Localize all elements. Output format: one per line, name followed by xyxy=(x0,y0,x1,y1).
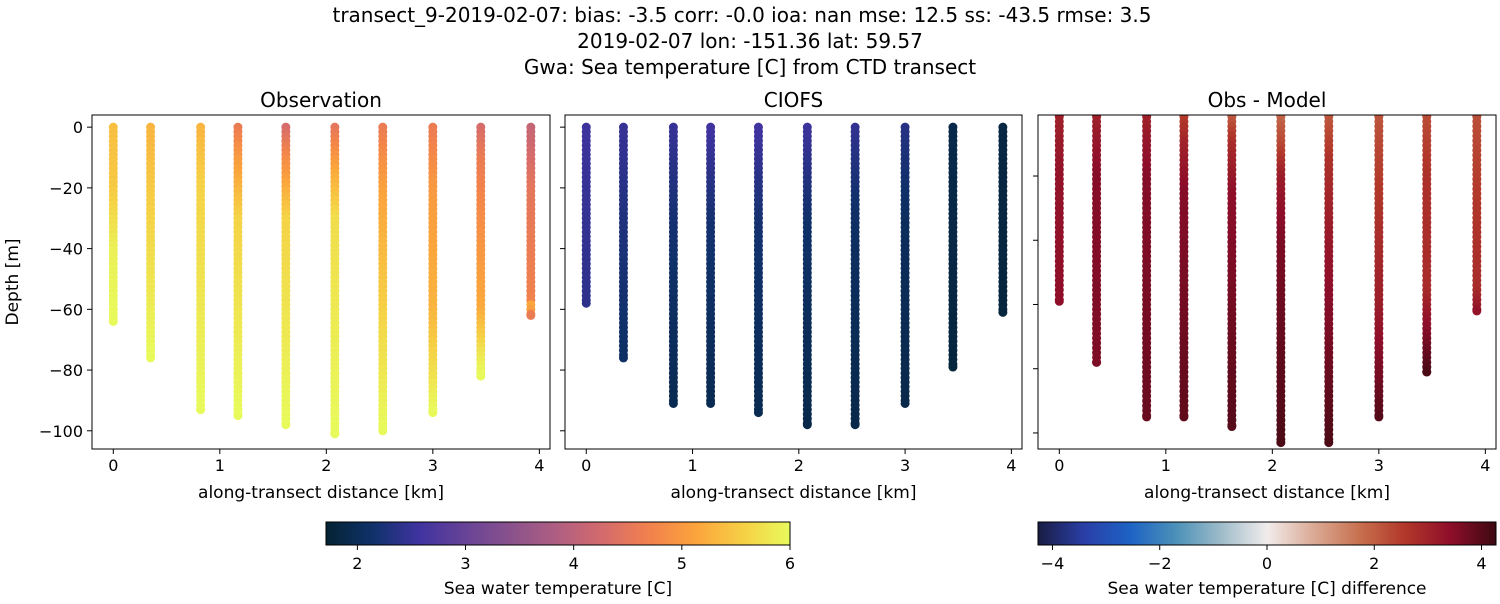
data-point xyxy=(1374,412,1384,422)
data-point xyxy=(1092,357,1102,367)
y-tick-label: −60 xyxy=(49,300,83,319)
y-tick-label: −100 xyxy=(39,422,83,441)
panel-title: Observation xyxy=(260,88,382,112)
data-point xyxy=(581,298,591,308)
data-point xyxy=(850,420,860,430)
y-tick-label: −20 xyxy=(49,179,83,198)
x-tick-label: 4 xyxy=(1480,456,1490,475)
data-point xyxy=(146,353,156,363)
panel-1: CIOFS 0 1 2 3 4 along-transect distance [km] xyxy=(560,88,1023,503)
x-tick-label: 2 xyxy=(321,456,331,475)
colorbar-gradient xyxy=(1037,521,1497,546)
data-point xyxy=(330,429,340,439)
panel-2: Obs - Model 0 1 2 3 4 along-transect distance … xyxy=(1033,88,1497,503)
colorbar-0: 2 3 4 5 6 Sea water temperature [C] xyxy=(325,521,795,599)
data-point xyxy=(802,420,812,430)
colorbar-tick-label: 2 xyxy=(352,554,362,573)
data-point xyxy=(476,371,486,381)
data-point xyxy=(1472,306,1482,316)
data-point xyxy=(1142,412,1152,422)
x-axis-label: along-transect distance [km] xyxy=(671,483,917,503)
data-point xyxy=(948,362,958,372)
y-axis-label: Depth [m] xyxy=(3,238,23,325)
panel-title: CIOFS xyxy=(764,88,823,112)
colorbar-tick-label: 4 xyxy=(569,554,579,573)
x-tick-label: 1 xyxy=(687,456,697,475)
x-tick-label: 3 xyxy=(1374,456,1384,475)
x-tick-label: 0 xyxy=(581,456,591,475)
data-point xyxy=(706,398,716,408)
axes-frame xyxy=(564,114,1023,450)
colorbar-1: −4 −2 0 2 4 Sea water temperature [C] differe… xyxy=(1037,521,1497,599)
data-point xyxy=(1227,422,1237,432)
x-tick-label: 0 xyxy=(1054,456,1064,475)
data-point xyxy=(378,426,388,436)
data-point xyxy=(900,398,910,408)
data-point xyxy=(998,307,1008,317)
x-tick-label: 0 xyxy=(108,456,118,475)
points-layer xyxy=(108,122,536,439)
colorbar-tick-label: 6 xyxy=(785,554,795,573)
x-tick-label: 1 xyxy=(215,456,225,475)
x-tick-label: 2 xyxy=(794,456,804,475)
data-point xyxy=(1422,367,1432,377)
data-point xyxy=(1276,438,1286,448)
y-tick-label: 0 xyxy=(73,118,83,137)
data-point xyxy=(526,310,536,320)
data-point xyxy=(1054,296,1064,306)
x-tick-label: 2 xyxy=(1267,456,1277,475)
y-tick-label: −80 xyxy=(49,361,83,380)
axes-frame xyxy=(1037,114,1497,450)
figure-title-line-2: 2019-02-07 lon: -151.36 lat: 59.57 xyxy=(577,29,923,53)
x-tick-label: 3 xyxy=(900,456,910,475)
colorbar-tick-label: −2 xyxy=(1148,554,1172,573)
x-axis-label: along-transect distance [km] xyxy=(198,483,444,503)
colorbar-tick-label: 4 xyxy=(1476,554,1486,573)
data-point xyxy=(233,411,243,421)
x-tick-label: 4 xyxy=(1006,456,1016,475)
y-tick-label: −40 xyxy=(49,240,83,259)
figure-title-line-3: Gwa: Sea temperature [C] from CTD transe… xyxy=(524,55,976,79)
data-point xyxy=(618,353,628,363)
data-point xyxy=(1179,412,1189,422)
x-tick-label: 4 xyxy=(534,456,544,475)
data-point xyxy=(108,316,118,326)
x-tick-label: 3 xyxy=(428,456,438,475)
colorbar-label: Sea water temperature [C] difference xyxy=(1107,579,1426,599)
data-point xyxy=(196,405,206,415)
colorbar-label: Sea water temperature [C] xyxy=(444,579,672,599)
colorbar-tick-label: 5 xyxy=(677,554,687,573)
colorbar-gradient xyxy=(325,521,791,546)
data-point xyxy=(668,398,678,408)
data-point xyxy=(1324,438,1334,448)
data-point xyxy=(753,408,763,418)
points-layer xyxy=(581,122,1008,430)
x-tick-label: 1 xyxy=(1161,456,1171,475)
data-point xyxy=(428,408,438,418)
colorbar-tick-label: −4 xyxy=(1041,554,1065,573)
points-layer xyxy=(1054,115,1482,448)
figure-title-line-1: transect_9-2019-02-07: bias: -3.5 corr: … xyxy=(332,3,1151,27)
panel-0: Observation 0 1 2 3 4 along-transect distance … xyxy=(3,88,551,503)
axes-frame xyxy=(91,114,551,450)
x-axis-label: along-transect distance [km] xyxy=(1144,483,1390,503)
data-point xyxy=(281,420,291,430)
colorbar-tick-label: 3 xyxy=(460,554,470,573)
colorbar-tick-label: 2 xyxy=(1369,554,1379,573)
colorbar-tick-label: 0 xyxy=(1262,554,1272,573)
panel-title: Obs - Model xyxy=(1208,88,1327,112)
